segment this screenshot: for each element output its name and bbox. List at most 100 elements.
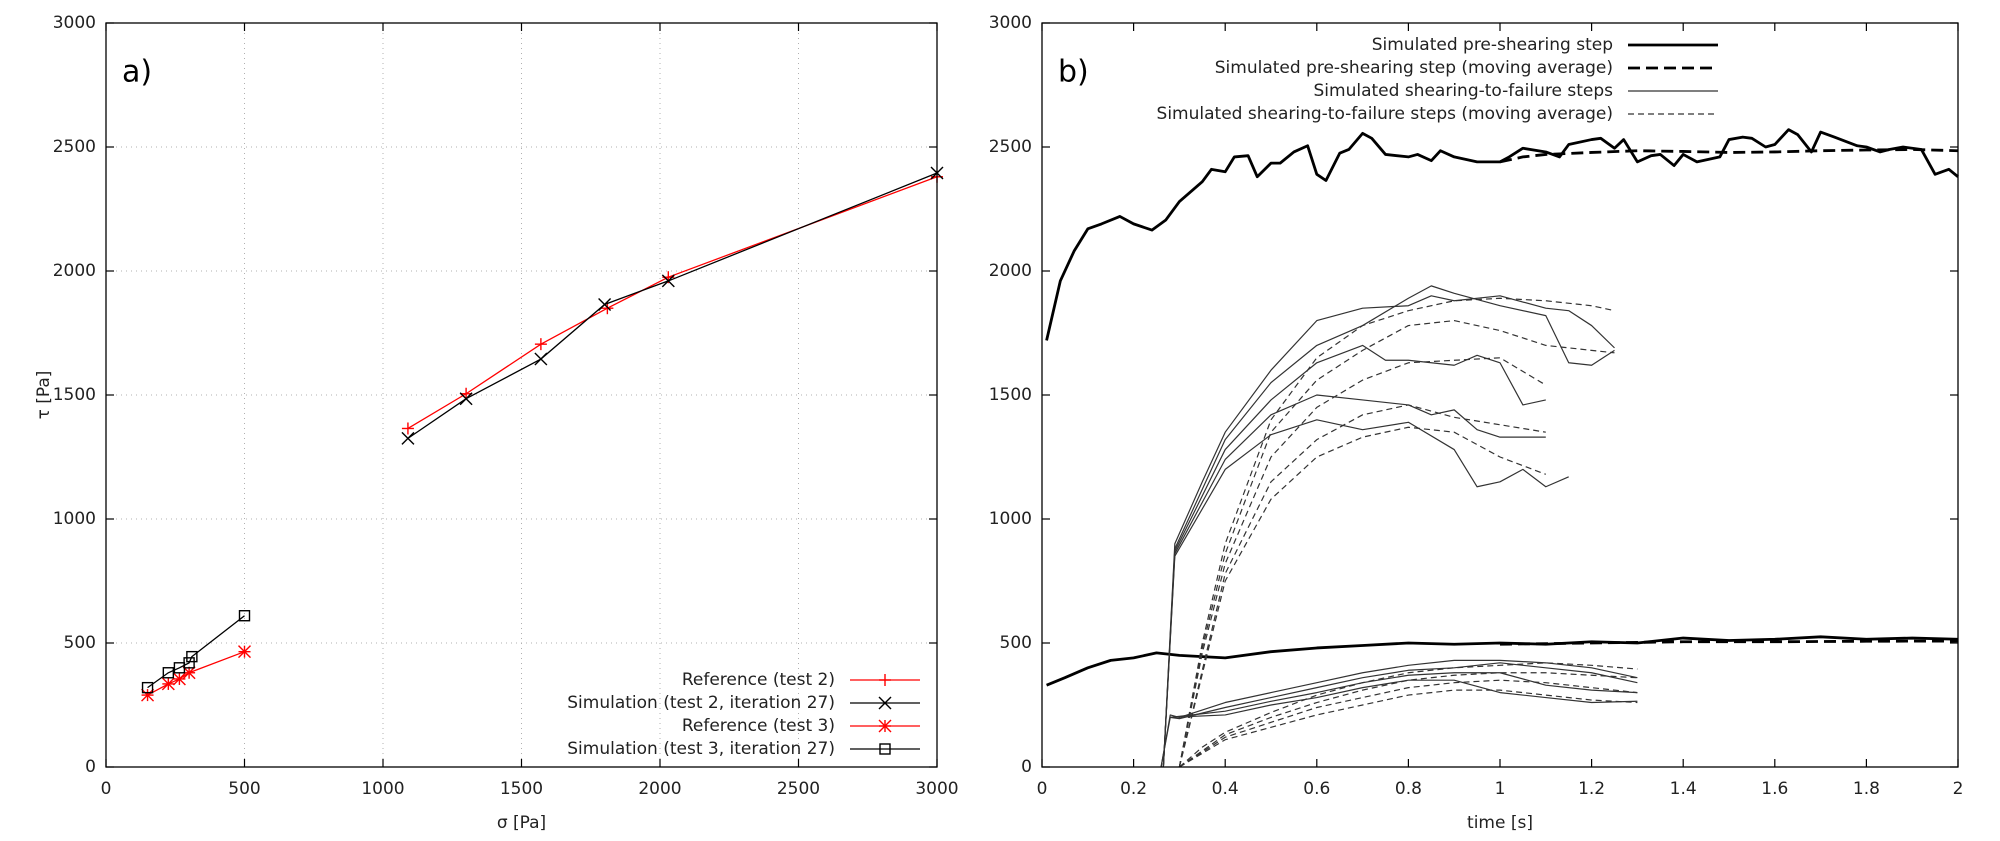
legend-label: Simulated pre-shearing step [1372,35,1613,55]
marker [161,677,175,691]
marker-stroke [238,645,251,659]
plot-frame [105,22,938,768]
x-tick-label: 500 [228,779,260,799]
series-line [1499,148,1959,164]
legend-marker [878,719,892,733]
marker [459,392,473,406]
panel-label: b) [1058,55,1089,90]
y-tick-label: 2000 [989,261,1032,281]
y-axis-label: τ [Pa] [34,371,54,420]
x-tick-label: 1 [1495,779,1506,799]
marker [183,657,195,669]
legend-label: Reference (test 3) [682,716,835,736]
y-tick-label: 1500 [989,385,1032,405]
y-tick-label: 0 [85,757,96,777]
series-line [1046,635,1959,687]
marker [401,431,415,445]
series-line [1178,426,1547,768]
x-tick-label: 0 [1037,779,1048,799]
x-tick-label: 0.4 [1212,779,1239,799]
y-tick-label: 2000 [53,261,96,281]
series-line [1162,285,1615,768]
marker-stroke [172,672,186,686]
x-tick-label: 1000 [361,779,404,799]
marker-box [879,743,891,755]
y-tick-label: 3000 [989,13,1032,33]
plot-frame [1041,22,1959,768]
marker-box [141,681,154,694]
legend-label: Simulation (test 3, iteration 27) [567,739,835,759]
marker-stroke [878,719,892,733]
marker [401,422,414,435]
series-line [407,172,938,439]
series-line [1170,679,1638,718]
marker-stroke [878,696,892,710]
x-tick-label: 3000 [915,779,958,799]
marker-box [238,610,251,622]
series-line [1162,419,1569,768]
series-line [1045,128,1959,341]
x-tick-label: 1500 [500,779,543,799]
y-tick-label: 1000 [989,509,1032,529]
series-line [1178,357,1547,768]
marker [238,645,251,659]
panel-label: a) [122,55,152,90]
series-line [407,176,938,430]
marker [534,338,547,351]
marker-stroke [401,431,415,445]
marker-box [162,667,175,679]
series-line [1178,320,1615,768]
marker [141,688,155,702]
legend-marker [879,674,891,686]
x-tick-label: 0.6 [1303,779,1330,799]
series-line [1179,672,1638,768]
x-tick-label: 0.2 [1120,779,1147,799]
legend-label: Simulation (test 2, iteration 27) [567,693,835,713]
y-tick-label: 2500 [53,137,96,157]
series-line [147,651,245,696]
series-line [1178,297,1615,768]
series-line [1499,639,1959,646]
x-tick-label: 0.8 [1395,779,1422,799]
marker [598,297,612,311]
marker-stroke [459,392,473,406]
x-tick-label: 2000 [638,779,681,799]
marker-box [186,650,198,663]
legend-label: Simulated shearing-to-failure steps [1314,81,1614,101]
legend-label: Reference (test 2) [682,670,835,690]
marker [534,352,548,366]
legend-label: Simulated pre-shearing step (moving aver… [1215,58,1613,78]
marker-box [183,657,195,669]
legend-marker [879,743,891,755]
y-tick-label: 1000 [53,509,96,529]
series-line [1179,689,1638,768]
x-tick-label: 2 [1953,779,1964,799]
marker-stroke [598,297,612,311]
y-tick-label: 500 [1000,633,1032,653]
x-tick-label: 1.2 [1578,779,1605,799]
marker [238,610,251,622]
y-tick-label: 0 [1021,757,1032,777]
x-tick-label: 1.4 [1670,779,1697,799]
marker-stroke [141,688,155,702]
x-axis-label: time [s] [1467,813,1533,833]
series-line [1162,295,1615,768]
marker-stroke [661,274,675,288]
y-tick-label: 3000 [53,13,96,33]
series-line [1179,662,1638,768]
marker-stroke [534,352,548,366]
marker [141,681,154,694]
series-line [1160,662,1638,768]
x-tick-label: 1.6 [1761,779,1788,799]
marker [661,274,675,288]
x-tick-label: 2500 [777,779,820,799]
series-line [1178,404,1546,768]
marker [186,650,198,663]
y-tick-label: 2500 [989,137,1032,157]
marker [162,667,175,679]
series-line [1162,344,1546,768]
series-line [1170,672,1638,718]
x-axis-label: σ [Pa] [497,813,546,833]
legend-label: Simulated shearing-to-failure steps (mov… [1157,104,1613,124]
